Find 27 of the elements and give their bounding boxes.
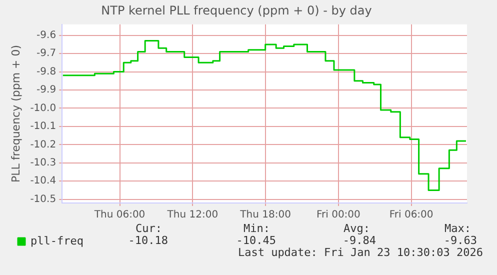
text: Min: — [244, 222, 270, 235]
y-tick-label: -10.0 — [30, 102, 56, 114]
y-tick-label: -10.5 — [30, 194, 56, 205]
text: Cur: — [136, 222, 162, 235]
text: -10.45 — [236, 234, 276, 247]
y-tick-label: -9.7 — [36, 48, 56, 60]
x-tick-label: Fri 00:00 — [316, 210, 360, 221]
text: -9.63 — [444, 234, 477, 247]
y-tick-label: -10.4 — [30, 176, 56, 187]
text: -10.18 — [128, 234, 168, 247]
y-tick-label: -9.6 — [36, 30, 56, 41]
x-tick-label: Thu 18:00 — [239, 210, 291, 221]
text: Avg: — [344, 222, 370, 235]
y-axis-title: PLL frequency (ppm + 0) — [9, 44, 22, 182]
x-tick-label: Thu 06:00 — [93, 210, 146, 221]
x-tick-label: Fri 06:00 — [389, 210, 434, 221]
text: -9.84 — [342, 234, 376, 247]
x-tick-label: Thu 12:00 — [166, 210, 218, 221]
text: Max: — [444, 222, 471, 235]
y-tick-label: -10.2 — [30, 139, 56, 150]
legend-label: pll-freq — [30, 234, 84, 248]
y-tick-label: -10.3 — [30, 158, 56, 168]
y-tick-label: -9.8 — [36, 66, 56, 78]
chart-title: NTP kernel PLL frequency (ppm + 0) - by day — [101, 3, 372, 18]
text: Last update: Fri Jan 23 10:30:03 2026 — [238, 246, 483, 259]
y-tick-label: -10.1 — [30, 121, 56, 132]
y-tick-label: -9.9 — [36, 84, 56, 96]
